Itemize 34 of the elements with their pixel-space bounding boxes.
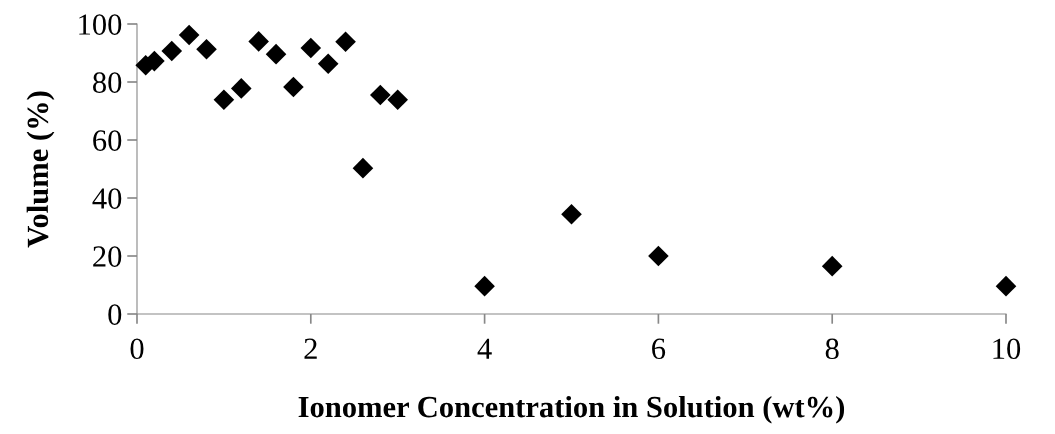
y-tick-label: 80 bbox=[93, 72, 122, 93]
y-tick-label: 20 bbox=[93, 246, 122, 267]
point bbox=[995, 275, 1017, 297]
point bbox=[300, 37, 322, 59]
point bbox=[561, 203, 582, 225]
point bbox=[178, 24, 200, 46]
x-tick-label: 2 bbox=[304, 338, 317, 359]
point bbox=[161, 40, 183, 62]
point bbox=[230, 78, 252, 99]
point bbox=[474, 275, 495, 297]
x-tick-label: 6 bbox=[652, 338, 666, 360]
y-axis-title: Volume (%) bbox=[26, 91, 55, 248]
point bbox=[821, 255, 843, 277]
point bbox=[283, 76, 304, 98]
y-tick-label: 40 bbox=[92, 188, 122, 209]
point bbox=[387, 89, 408, 110]
x-axis-title: Ionomer Concentration in Solution (wt%) bbox=[298, 395, 845, 424]
point bbox=[648, 245, 669, 267]
y-tick-label: 0 bbox=[108, 304, 122, 325]
x-tick-label: 0 bbox=[130, 338, 144, 360]
point bbox=[317, 53, 339, 75]
x-tick-label: 8 bbox=[825, 338, 839, 360]
point bbox=[352, 157, 374, 179]
point bbox=[144, 50, 165, 72]
point bbox=[196, 38, 217, 60]
x-tick-label: 10 bbox=[993, 338, 1021, 360]
point bbox=[248, 31, 269, 52]
point bbox=[370, 84, 391, 106]
point bbox=[335, 31, 356, 52]
point bbox=[213, 89, 235, 110]
y-tick-label: 60 bbox=[93, 130, 122, 151]
point bbox=[265, 43, 287, 65]
x-tick-label: 4 bbox=[477, 338, 492, 359]
y-tick-label: 100 bbox=[79, 14, 122, 35]
